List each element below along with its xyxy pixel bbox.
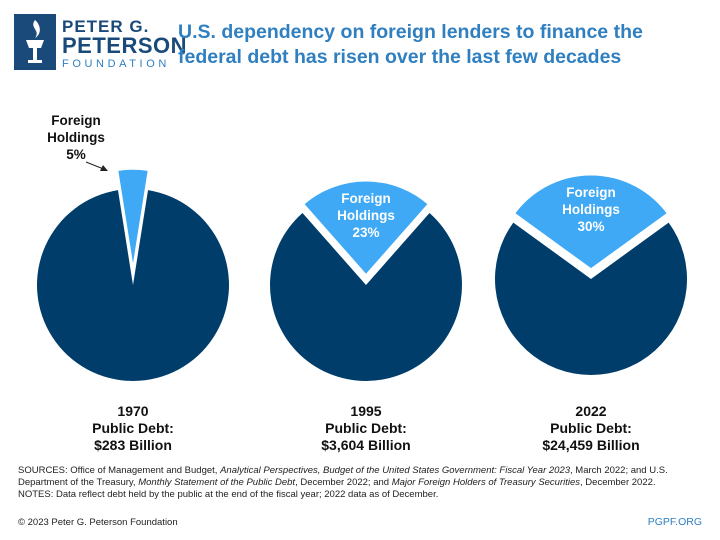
caption-debt-label: Public Debt:: [550, 420, 632, 436]
copyright: © 2023 Peter G. Peterson Foundation: [18, 517, 178, 528]
pie-1970: Foreign Holdings 5%: [37, 113, 230, 381]
foreign-label-1970: 5%: [66, 147, 86, 162]
foreign-label-2022: Foreign: [566, 185, 616, 200]
pie-1995: Foreign Holdings 23%: [270, 178, 462, 381]
foreign-label-2022: Holdings: [562, 202, 620, 217]
torch-logo-icon: [14, 14, 56, 70]
pie-caption-1995: 1995 Public Debt: $3,604 Billion: [276, 403, 456, 454]
foreign-label-1995: Foreign: [341, 191, 391, 206]
domestic-slice-1995: [270, 212, 462, 381]
logo-line-1: PETER G.: [62, 17, 150, 36]
foreign-label-1970: Holdings: [47, 130, 105, 145]
foreign-label-1995: 23%: [352, 225, 379, 240]
foreign-slice-1995: [301, 178, 431, 278]
caption-year: 2022: [575, 403, 607, 419]
pie-caption-1970: 1970 Public Debt: $283 Billion: [43, 403, 223, 454]
foreign-slice-1970: [116, 168, 150, 269]
domestic-slice-1970: [37, 190, 230, 381]
logo-line-2: PETERSON: [62, 33, 188, 58]
logo-wordmark: PETER G. PETERSON FOUNDATION: [62, 18, 187, 71]
chart-title: U.S. dependency on foreign lenders to fi…: [178, 21, 643, 68]
pgpf-logo[interactable]: PETER G. PETERSON FOUNDATION: [14, 14, 187, 72]
pie-2022: Foreign Holdings 30%: [494, 172, 688, 375]
pie-caption-2022: 2022 Public Debt: $24,459 Billion: [501, 403, 681, 454]
caption-debt-value: $3,604 Billion: [321, 437, 411, 453]
caption-year: 1970: [117, 403, 149, 419]
foreign-slice-2022: [511, 172, 671, 272]
pie-charts: ForeignHoldings5%ForeignHoldings23%Forei…: [37, 113, 688, 381]
foreign-label-1970: Foreign: [51, 113, 101, 128]
foreign-label-1995: Holdings: [337, 208, 395, 223]
logo-line-3: FOUNDATION: [62, 58, 170, 70]
caption-year: 1995: [350, 403, 382, 419]
callout-arrow-icon: [100, 165, 108, 171]
caption-debt-value: $283 Billion: [94, 437, 172, 453]
caption-debt-value: $24,459 Billion: [542, 437, 640, 453]
sources-notes: SOURCES: Office of Management and Budget…: [18, 465, 708, 501]
site-link[interactable]: PGPF.ORG: [647, 516, 702, 528]
notes-text: NOTES: Data reflect debt held by the pub…: [18, 489, 439, 500]
caption-debt-label: Public Debt:: [325, 420, 407, 436]
header: PETER G. PETERSON FOUNDATION U.S. depend…: [0, 0, 720, 90]
domestic-slice-2022: [494, 222, 688, 375]
foreign-label-2022: 30%: [577, 219, 604, 234]
caption-debt-label: Public Debt:: [92, 420, 174, 436]
sources-text: SOURCES: Office of Management and Budget…: [18, 465, 668, 488]
